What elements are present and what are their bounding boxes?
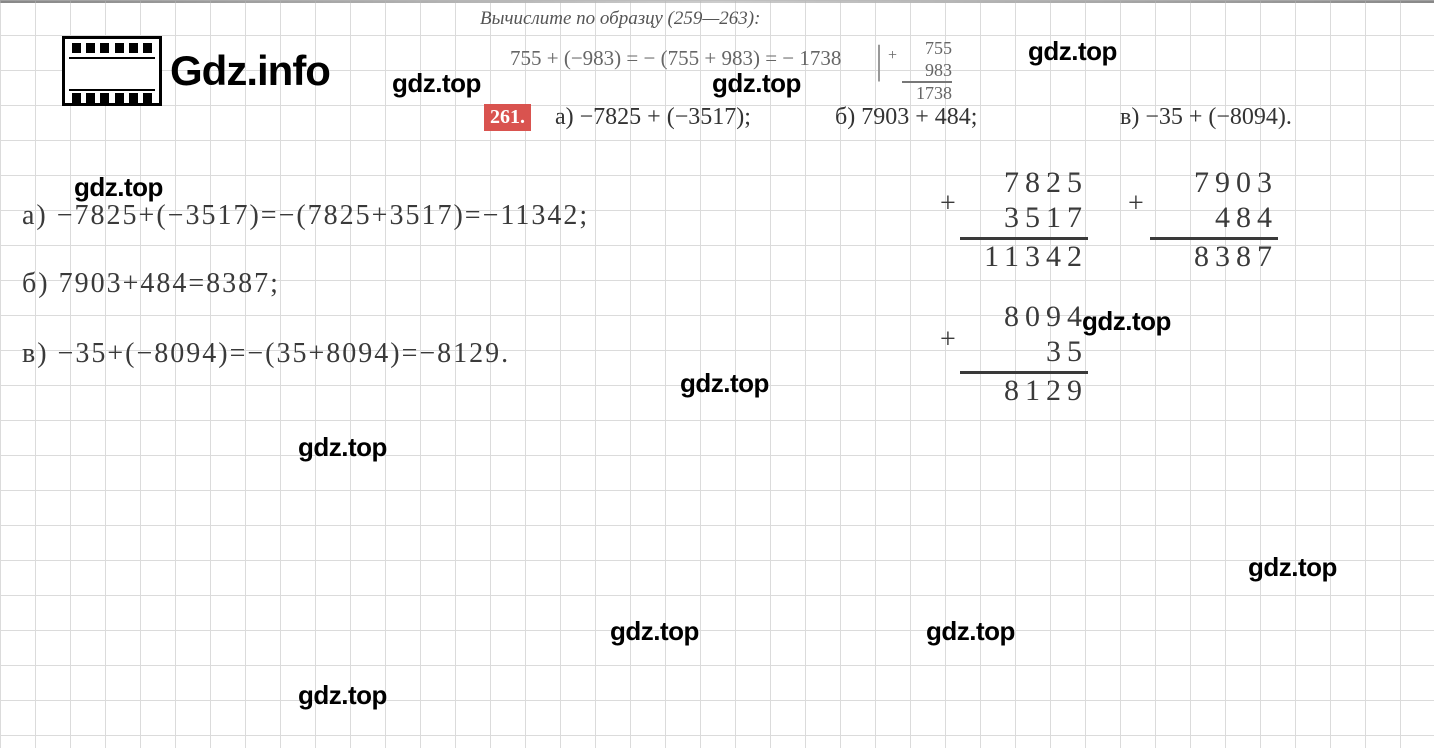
hc1-top: 7825 <box>960 166 1088 201</box>
problem-a: а) −7825 + (−3517); <box>555 104 751 131</box>
watermark-6: gdz.top <box>680 368 769 399</box>
watermark-1: gdz.top <box>392 68 481 99</box>
brand-block: Gdz.info <box>62 36 330 106</box>
problem-row: 261. <box>484 104 531 131</box>
problem-b: б) 7903 + 484; <box>835 104 977 131</box>
column-bottom: 983 <box>902 60 952 84</box>
solution-a: а) −7825+(−3517)=−(7825+3517)=−11342; <box>22 200 589 232</box>
example-column: + 755 983 1738 <box>902 38 952 105</box>
hand-plus-2: + <box>1128 188 1144 220</box>
hand-column-3: 8094 35 8129 <box>960 300 1088 409</box>
example-divider: | <box>875 36 883 83</box>
watermark-2: gdz.top <box>712 68 801 99</box>
watermark-7: gdz.top <box>298 432 387 463</box>
solution-v: в) −35+(−8094)=−(35+8094)=−8129. <box>22 338 510 370</box>
problem-number-badge: 261. <box>484 104 531 131</box>
watermark-11: gdz.top <box>298 680 387 711</box>
hand-column-1: 7825 3517 11342 <box>960 166 1088 275</box>
watermark-5: gdz.top <box>1082 306 1171 337</box>
instruction-text: Вычислите по образцу (259—263): <box>480 8 760 30</box>
watermark-9: gdz.top <box>610 616 699 647</box>
hc3-bottom: 35 <box>960 335 1088 375</box>
problem-v: в) −35 + (−8094). <box>1120 104 1292 131</box>
hand-plus-3: + <box>940 324 956 356</box>
hc3-result: 8129 <box>960 374 1088 409</box>
hand-plus-1: + <box>940 188 956 220</box>
hand-column-2: 7903 484 8387 <box>1150 166 1278 275</box>
watermark-4: gdz.top <box>74 172 163 203</box>
solution-b: б) 7903+484=8387; <box>22 268 280 300</box>
watermark-10: gdz.top <box>926 616 1015 647</box>
brand-name: Gdz.info <box>170 47 330 95</box>
watermark-8: gdz.top <box>1248 552 1337 583</box>
film-logo-icon <box>62 36 162 106</box>
hc2-top: 7903 <box>1150 166 1278 201</box>
column-result: 1738 <box>916 83 952 103</box>
plus-icon: + <box>888 46 897 65</box>
hc2-result: 8387 <box>1150 240 1278 275</box>
hc1-bottom: 3517 <box>960 201 1088 241</box>
hc1-result: 11342 <box>960 240 1088 275</box>
watermark-3: gdz.top <box>1028 36 1117 67</box>
hc2-bottom: 484 <box>1150 201 1278 241</box>
column-top: 755 <box>925 38 952 58</box>
hc3-top: 8094 <box>960 300 1088 335</box>
